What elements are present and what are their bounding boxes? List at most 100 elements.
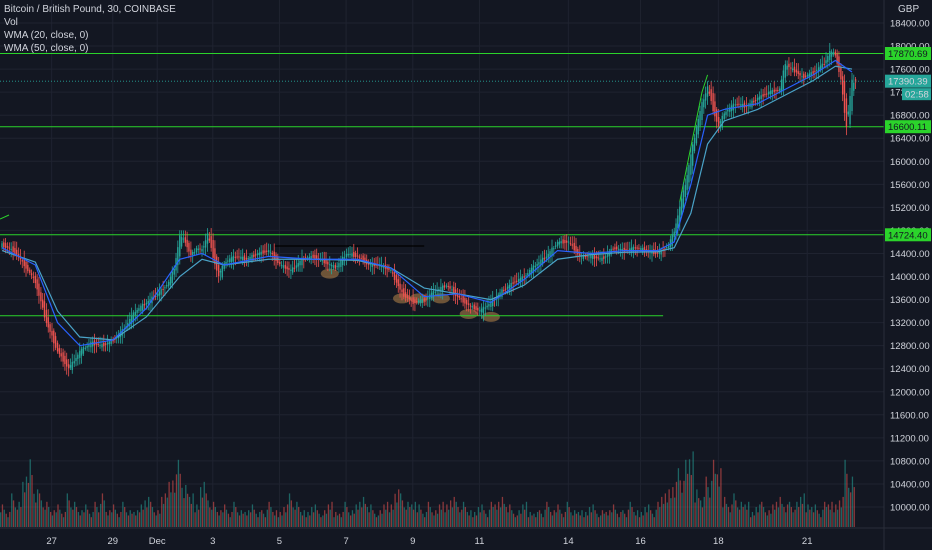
- candle-body: [34, 275, 37, 284]
- volume-bar: [292, 507, 294, 527]
- candle-body: [503, 289, 505, 292]
- candle-body: [845, 98, 848, 128]
- volume-bar: [457, 507, 459, 527]
- volume-bar: [351, 510, 354, 527]
- candle-body: [786, 65, 788, 70]
- candle-body: [527, 273, 529, 276]
- volume-bar: [68, 500, 70, 527]
- candle-body: [32, 276, 35, 278]
- candle-body: [477, 307, 479, 311]
- candle-body: [853, 82, 855, 91]
- candle-body: [138, 308, 140, 311]
- candle-body: [332, 265, 335, 268]
- y-tick-label: 11600.00: [890, 410, 929, 421]
- volume-bar: [225, 509, 228, 527]
- legend-vol[interactable]: Vol: [4, 17, 18, 28]
- volume-bar: [759, 504, 761, 527]
- candle-body: [41, 299, 44, 308]
- volume-bar: [651, 513, 654, 527]
- volume-bar: [301, 515, 304, 527]
- volume-bar: [751, 511, 754, 527]
- volume-bar: [485, 513, 487, 527]
- candle-body: [582, 254, 585, 259]
- volume-bar: [575, 513, 578, 527]
- candle-body: [338, 263, 340, 268]
- candle-body: [664, 248, 666, 250]
- volume-bar: [218, 515, 220, 527]
- candle-body: [1, 243, 3, 248]
- volume-bar: [709, 497, 711, 527]
- volume-bar: [355, 504, 357, 527]
- volume-bar: [288, 493, 291, 527]
- volume-bar: [688, 459, 691, 527]
- candle-body: [710, 89, 712, 101]
- candle-body: [523, 276, 525, 278]
- volume-bar: [670, 498, 672, 527]
- legend-wma50[interactable]: WMA (50, close, 0): [4, 43, 89, 54]
- candle-body: [843, 81, 846, 113]
- candle-body: [534, 265, 537, 268]
- candle-body: [551, 247, 553, 257]
- volume-bar: [383, 504, 385, 527]
- y-tick-label: 14000.00: [890, 272, 930, 283]
- candle-body: [690, 154, 692, 175]
- candle-body: [67, 364, 70, 369]
- candle-body: [414, 299, 416, 304]
- last-price-label-bg: [885, 74, 931, 88]
- candle-body: [160, 289, 162, 295]
- volume-bar: [42, 507, 44, 527]
- candle-body: [286, 266, 288, 270]
- candle-body: [558, 241, 561, 245]
- candle-body: [688, 165, 690, 183]
- candle-body: [208, 238, 211, 241]
- volume-bar: [348, 512, 350, 527]
- volume-bar: [505, 507, 507, 527]
- volume-bar: [296, 501, 298, 527]
- candle-body: [629, 248, 631, 252]
- candle-body: [841, 76, 844, 95]
- volume-bar: [235, 507, 237, 527]
- candle-body: [290, 269, 292, 271]
- candle-body: [58, 348, 61, 354]
- volume-bar: [370, 504, 372, 527]
- volume-bar: [72, 509, 74, 527]
- volume-bar: [136, 510, 139, 527]
- volume-bar: [811, 507, 813, 527]
- candle-body: [234, 256, 237, 258]
- candle-body: [271, 252, 273, 255]
- volume-bar: [461, 509, 463, 527]
- legend-title[interactable]: Bitcoin / British Pound, 30, COINBASE: [4, 4, 176, 15]
- candle-body: [795, 69, 798, 73]
- currency-label[interactable]: GBP: [898, 4, 920, 15]
- volume-bar: [318, 513, 320, 527]
- horizontal-levels[interactable]: [0, 52, 884, 317]
- volume-bar: [29, 459, 31, 527]
- volume-bar: [420, 509, 422, 527]
- volume-bar: [750, 517, 752, 527]
- volume-bar: [336, 515, 339, 527]
- y-tick-label: 18400.00: [890, 19, 930, 30]
- volume-bar: [557, 504, 559, 527]
- volume-bar: [718, 486, 720, 527]
- volume-bar: [412, 509, 415, 527]
- volume-bar: [211, 509, 213, 527]
- candle-body: [612, 248, 614, 250]
- volume-bar: [157, 510, 159, 527]
- y-tick-label: 10000.00: [890, 503, 930, 514]
- candle-body: [38, 283, 40, 296]
- candle-body: [401, 289, 403, 293]
- candle-body: [217, 265, 220, 277]
- candle-body: [273, 251, 275, 259]
- wma-lines: [1, 59, 853, 347]
- candle-body: [782, 70, 785, 91]
- volume-bar: [214, 507, 217, 527]
- candle-body: [227, 260, 229, 262]
- volume-bar: [605, 511, 607, 527]
- volume-bar: [164, 493, 167, 527]
- candle-body: [814, 70, 816, 72]
- legend-wma20[interactable]: WMA (20, close, 0): [4, 30, 89, 41]
- candle-body: [247, 258, 249, 260]
- volume-bar: [53, 510, 55, 527]
- candle-body: [260, 251, 262, 255]
